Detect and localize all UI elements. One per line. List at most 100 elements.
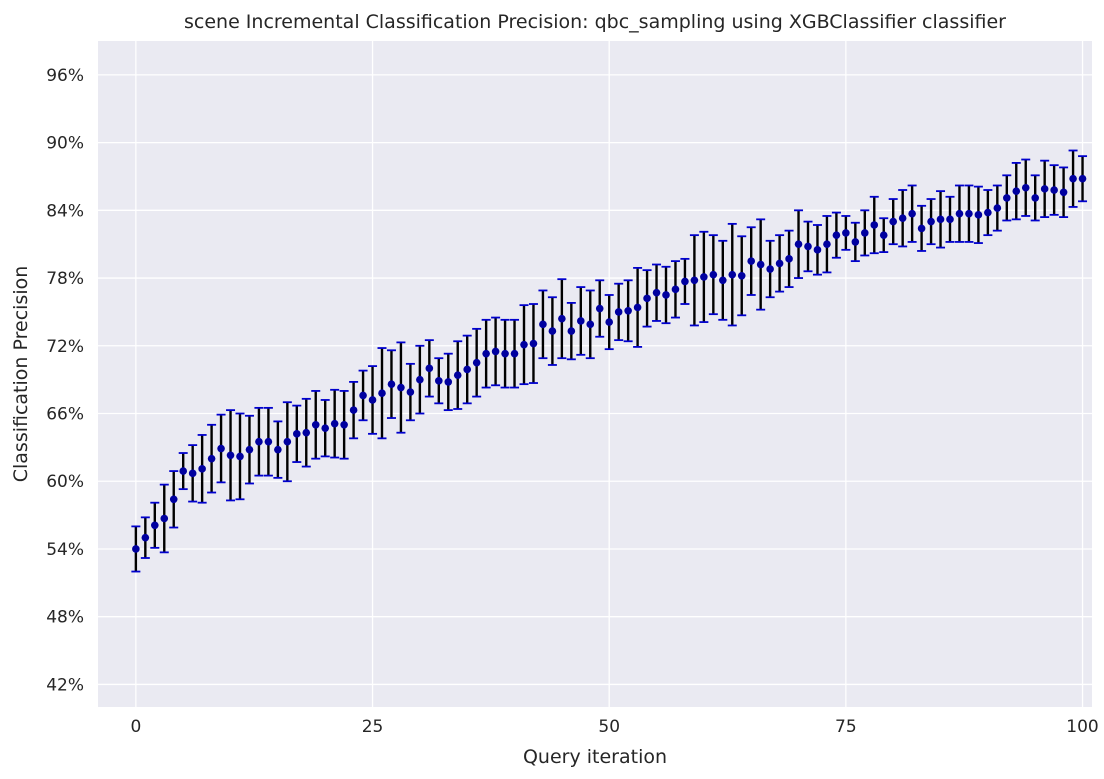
data-point: [965, 209, 973, 218]
data-point: [491, 347, 500, 356]
x-tick-label: 0: [130, 717, 141, 737]
data-point: [917, 224, 926, 233]
data-points: [132, 174, 1087, 553]
x-tick-label: 25: [362, 717, 384, 737]
data-point: [861, 229, 869, 237]
data-point: [397, 383, 405, 392]
data-point: [577, 317, 585, 325]
data-point: [151, 521, 159, 530]
data-point: [719, 276, 727, 285]
data-point: [179, 467, 187, 475]
grid-lines: [98, 41, 1092, 707]
y-tick-label: 60%: [46, 472, 84, 492]
data-point: [264, 437, 273, 446]
data-point: [321, 424, 330, 432]
data-point: [766, 265, 774, 273]
data-point: [416, 375, 424, 384]
data-point: [756, 260, 765, 269]
data-point: [226, 451, 235, 460]
data-point: [671, 285, 680, 294]
data-point: [1069, 174, 1077, 183]
y-tick-labels: 42% 48% 54% 60% 66% 72% 78% 84% 90% 96%: [46, 66, 84, 696]
data-point: [662, 291, 670, 299]
data-point: [453, 371, 462, 379]
data-point: [643, 294, 651, 303]
data-point: [908, 209, 916, 218]
data-point: [444, 378, 453, 386]
data-point: [700, 273, 708, 281]
data-point: [548, 327, 557, 335]
data-point: [378, 389, 386, 397]
data-point: [737, 271, 746, 280]
data-point: [652, 288, 661, 297]
data-point: [794, 240, 803, 248]
y-tick-label: 90%: [46, 134, 84, 154]
data-point: [690, 276, 699, 285]
data-point: [955, 209, 964, 218]
data-point: [245, 445, 254, 454]
x-axis-label: Query iteration: [523, 746, 667, 768]
data-point: [851, 238, 860, 246]
data-point: [169, 495, 178, 504]
data-point: [614, 308, 623, 316]
y-tick-label: 42%: [46, 675, 84, 695]
data-point: [482, 349, 490, 358]
data-point: [633, 303, 642, 312]
x-tick-label: 75: [835, 717, 857, 737]
data-point: [870, 221, 879, 229]
data-point: [984, 208, 992, 217]
data-point: [340, 420, 348, 429]
data-point: [520, 340, 528, 349]
data-point: [435, 376, 443, 385]
data-point: [879, 231, 888, 239]
data-point: [974, 211, 983, 219]
data-point: [188, 469, 197, 478]
data-point: [349, 406, 358, 414]
data-point: [217, 444, 225, 453]
data-point: [141, 533, 150, 542]
data-point: [1059, 188, 1068, 197]
data-point: [1012, 187, 1021, 195]
x-tick-label: 100: [1066, 717, 1098, 737]
y-tick-label: 66%: [46, 405, 84, 425]
x-tick-labels: 0 25 50 75 100: [130, 717, 1098, 737]
data-point: [804, 242, 812, 251]
data-point: [160, 514, 169, 523]
data-point: [236, 452, 244, 461]
data-point: [728, 270, 737, 279]
y-tick-label: 72%: [46, 337, 84, 357]
data-point: [463, 365, 472, 374]
data-point: [1050, 186, 1058, 194]
data-point: [747, 257, 755, 265]
data-point: [1040, 185, 1049, 193]
data-point: [709, 270, 718, 279]
data-point: [472, 358, 481, 367]
y-tick-label: 48%: [46, 608, 84, 628]
data-point: [889, 217, 897, 226]
y-tick-label: 84%: [46, 201, 84, 221]
data-point: [946, 215, 954, 224]
data-point: [927, 217, 935, 226]
data-point: [311, 420, 320, 429]
data-point: [501, 349, 509, 358]
data-point: [368, 396, 377, 404]
data-point: [132, 545, 140, 553]
data-point: [359, 391, 367, 400]
plot-background: [98, 41, 1092, 707]
data-point: [813, 246, 822, 254]
data-point: [785, 255, 793, 263]
data-point: [425, 364, 434, 373]
data-point: [330, 419, 339, 428]
data-point: [586, 320, 595, 329]
data-point: [198, 465, 206, 473]
data-point: [274, 445, 282, 454]
data-point: [1031, 194, 1039, 202]
y-axis-label: Classification Precision: [10, 266, 32, 483]
data-point: [595, 304, 604, 313]
data-point: [605, 318, 613, 326]
data-point: [1078, 174, 1087, 183]
data-point: [624, 306, 632, 315]
y-tick-label: 54%: [46, 540, 84, 560]
data-point: [832, 231, 841, 239]
y-tick-label: 96%: [46, 66, 84, 86]
